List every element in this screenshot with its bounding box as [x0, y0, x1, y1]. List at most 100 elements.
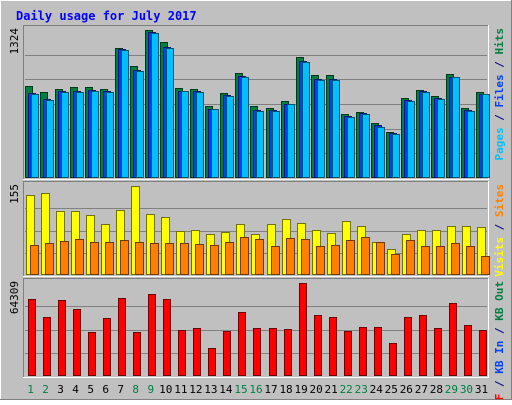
- x-tick-label: 3: [57, 383, 64, 396]
- legend-entry: /: [493, 321, 506, 341]
- bar: [406, 240, 415, 275]
- bar: [479, 330, 487, 376]
- bar: [436, 246, 445, 275]
- bar: [43, 317, 51, 376]
- x-tick-label: 23: [355, 383, 368, 396]
- legend-entry: /: [493, 217, 506, 237]
- bar: [45, 243, 54, 275]
- bar: [392, 134, 400, 178]
- bar: [31, 94, 39, 178]
- bar: [73, 309, 81, 376]
- bar: [449, 303, 457, 376]
- x-axis-labels: 1 2 3 4 5 6 7 8 9 10 11 12 13 14 15 16 17 18 19 20 21 22 23 24 2…: [27, 383, 488, 396]
- x-tick-label: 6: [102, 383, 109, 396]
- y-max-label: 64309: [8, 281, 21, 314]
- legend-entry: Visits: [493, 237, 506, 277]
- bar: [451, 243, 460, 275]
- x-tick-label: 27: [415, 383, 428, 396]
- bar: [151, 33, 159, 178]
- x-tick-label: 18: [279, 383, 292, 396]
- bar: [178, 330, 186, 376]
- bar: [466, 246, 475, 275]
- legend-entry: /: [493, 55, 506, 75]
- bar: [103, 318, 111, 376]
- x-tick-label: 19: [294, 383, 307, 396]
- bar: [331, 245, 340, 275]
- bar: [287, 104, 295, 178]
- bar: [467, 111, 475, 178]
- bar: [271, 246, 280, 275]
- bar: [196, 92, 204, 178]
- bar: [46, 100, 54, 178]
- bar: [407, 101, 415, 178]
- bar: [210, 245, 219, 275]
- bar: [88, 332, 96, 376]
- bar: [90, 242, 99, 275]
- bar: [241, 77, 249, 178]
- x-tick-label: 10: [159, 383, 172, 396]
- bar: [118, 298, 126, 376]
- bar: [452, 77, 460, 178]
- bar: [148, 294, 156, 376]
- bar: [314, 315, 322, 376]
- x-tick-label: 13: [204, 383, 217, 396]
- bar: [482, 94, 490, 178]
- legend-entry: /: [493, 108, 506, 128]
- bar: [76, 92, 84, 178]
- x-tick-label: 1: [27, 383, 34, 396]
- bar: [226, 96, 234, 178]
- bar: [150, 243, 159, 275]
- bar: [136, 71, 144, 178]
- bar: [301, 239, 310, 275]
- bar: [404, 317, 412, 376]
- bar: [362, 114, 370, 178]
- bar: [419, 315, 427, 376]
- bar: [359, 327, 367, 376]
- legend-entry: Sites: [493, 184, 506, 217]
- bar: [374, 327, 382, 376]
- bar: [28, 299, 36, 376]
- x-tick-label: 20: [310, 383, 323, 396]
- x-tick-label: 9: [147, 383, 154, 396]
- bar: [133, 332, 141, 376]
- x-tick-label: 4: [72, 383, 79, 396]
- bar: [225, 242, 234, 275]
- bar: [195, 244, 204, 275]
- bar: [481, 256, 490, 275]
- x-tick-label: 14: [219, 383, 233, 396]
- bar: [347, 117, 355, 178]
- bar: [329, 317, 337, 376]
- bar: [391, 254, 400, 275]
- bar: [163, 299, 171, 376]
- bar: [299, 283, 307, 376]
- x-tick-label: 26: [400, 383, 413, 396]
- legend-entry: KB In: [493, 341, 506, 374]
- bar: [61, 92, 69, 178]
- bar: [376, 242, 385, 275]
- x-tick-label: 16: [249, 383, 262, 396]
- bar: [302, 62, 310, 178]
- bar: [422, 92, 430, 178]
- bar: [346, 240, 355, 275]
- bar: [211, 109, 219, 178]
- bar: [434, 328, 442, 376]
- bar: [193, 328, 201, 376]
- series-kb-f: [28, 283, 487, 376]
- bar: [166, 48, 174, 178]
- x-tick-label: 24: [370, 383, 384, 396]
- panel-legend: Visits / Sites: [493, 184, 506, 277]
- bar: [253, 328, 261, 376]
- bar: [255, 239, 264, 275]
- bar: [208, 348, 216, 376]
- bar: [181, 91, 189, 178]
- bar: [316, 246, 325, 275]
- bar: [332, 80, 340, 178]
- bar: [344, 331, 352, 376]
- bar: [121, 50, 129, 178]
- bar: [361, 237, 370, 275]
- bar: [60, 241, 69, 275]
- panel-legend: Pages / Files / Hits: [493, 28, 506, 161]
- x-tick-label: 17: [264, 383, 277, 396]
- bar: [389, 343, 397, 376]
